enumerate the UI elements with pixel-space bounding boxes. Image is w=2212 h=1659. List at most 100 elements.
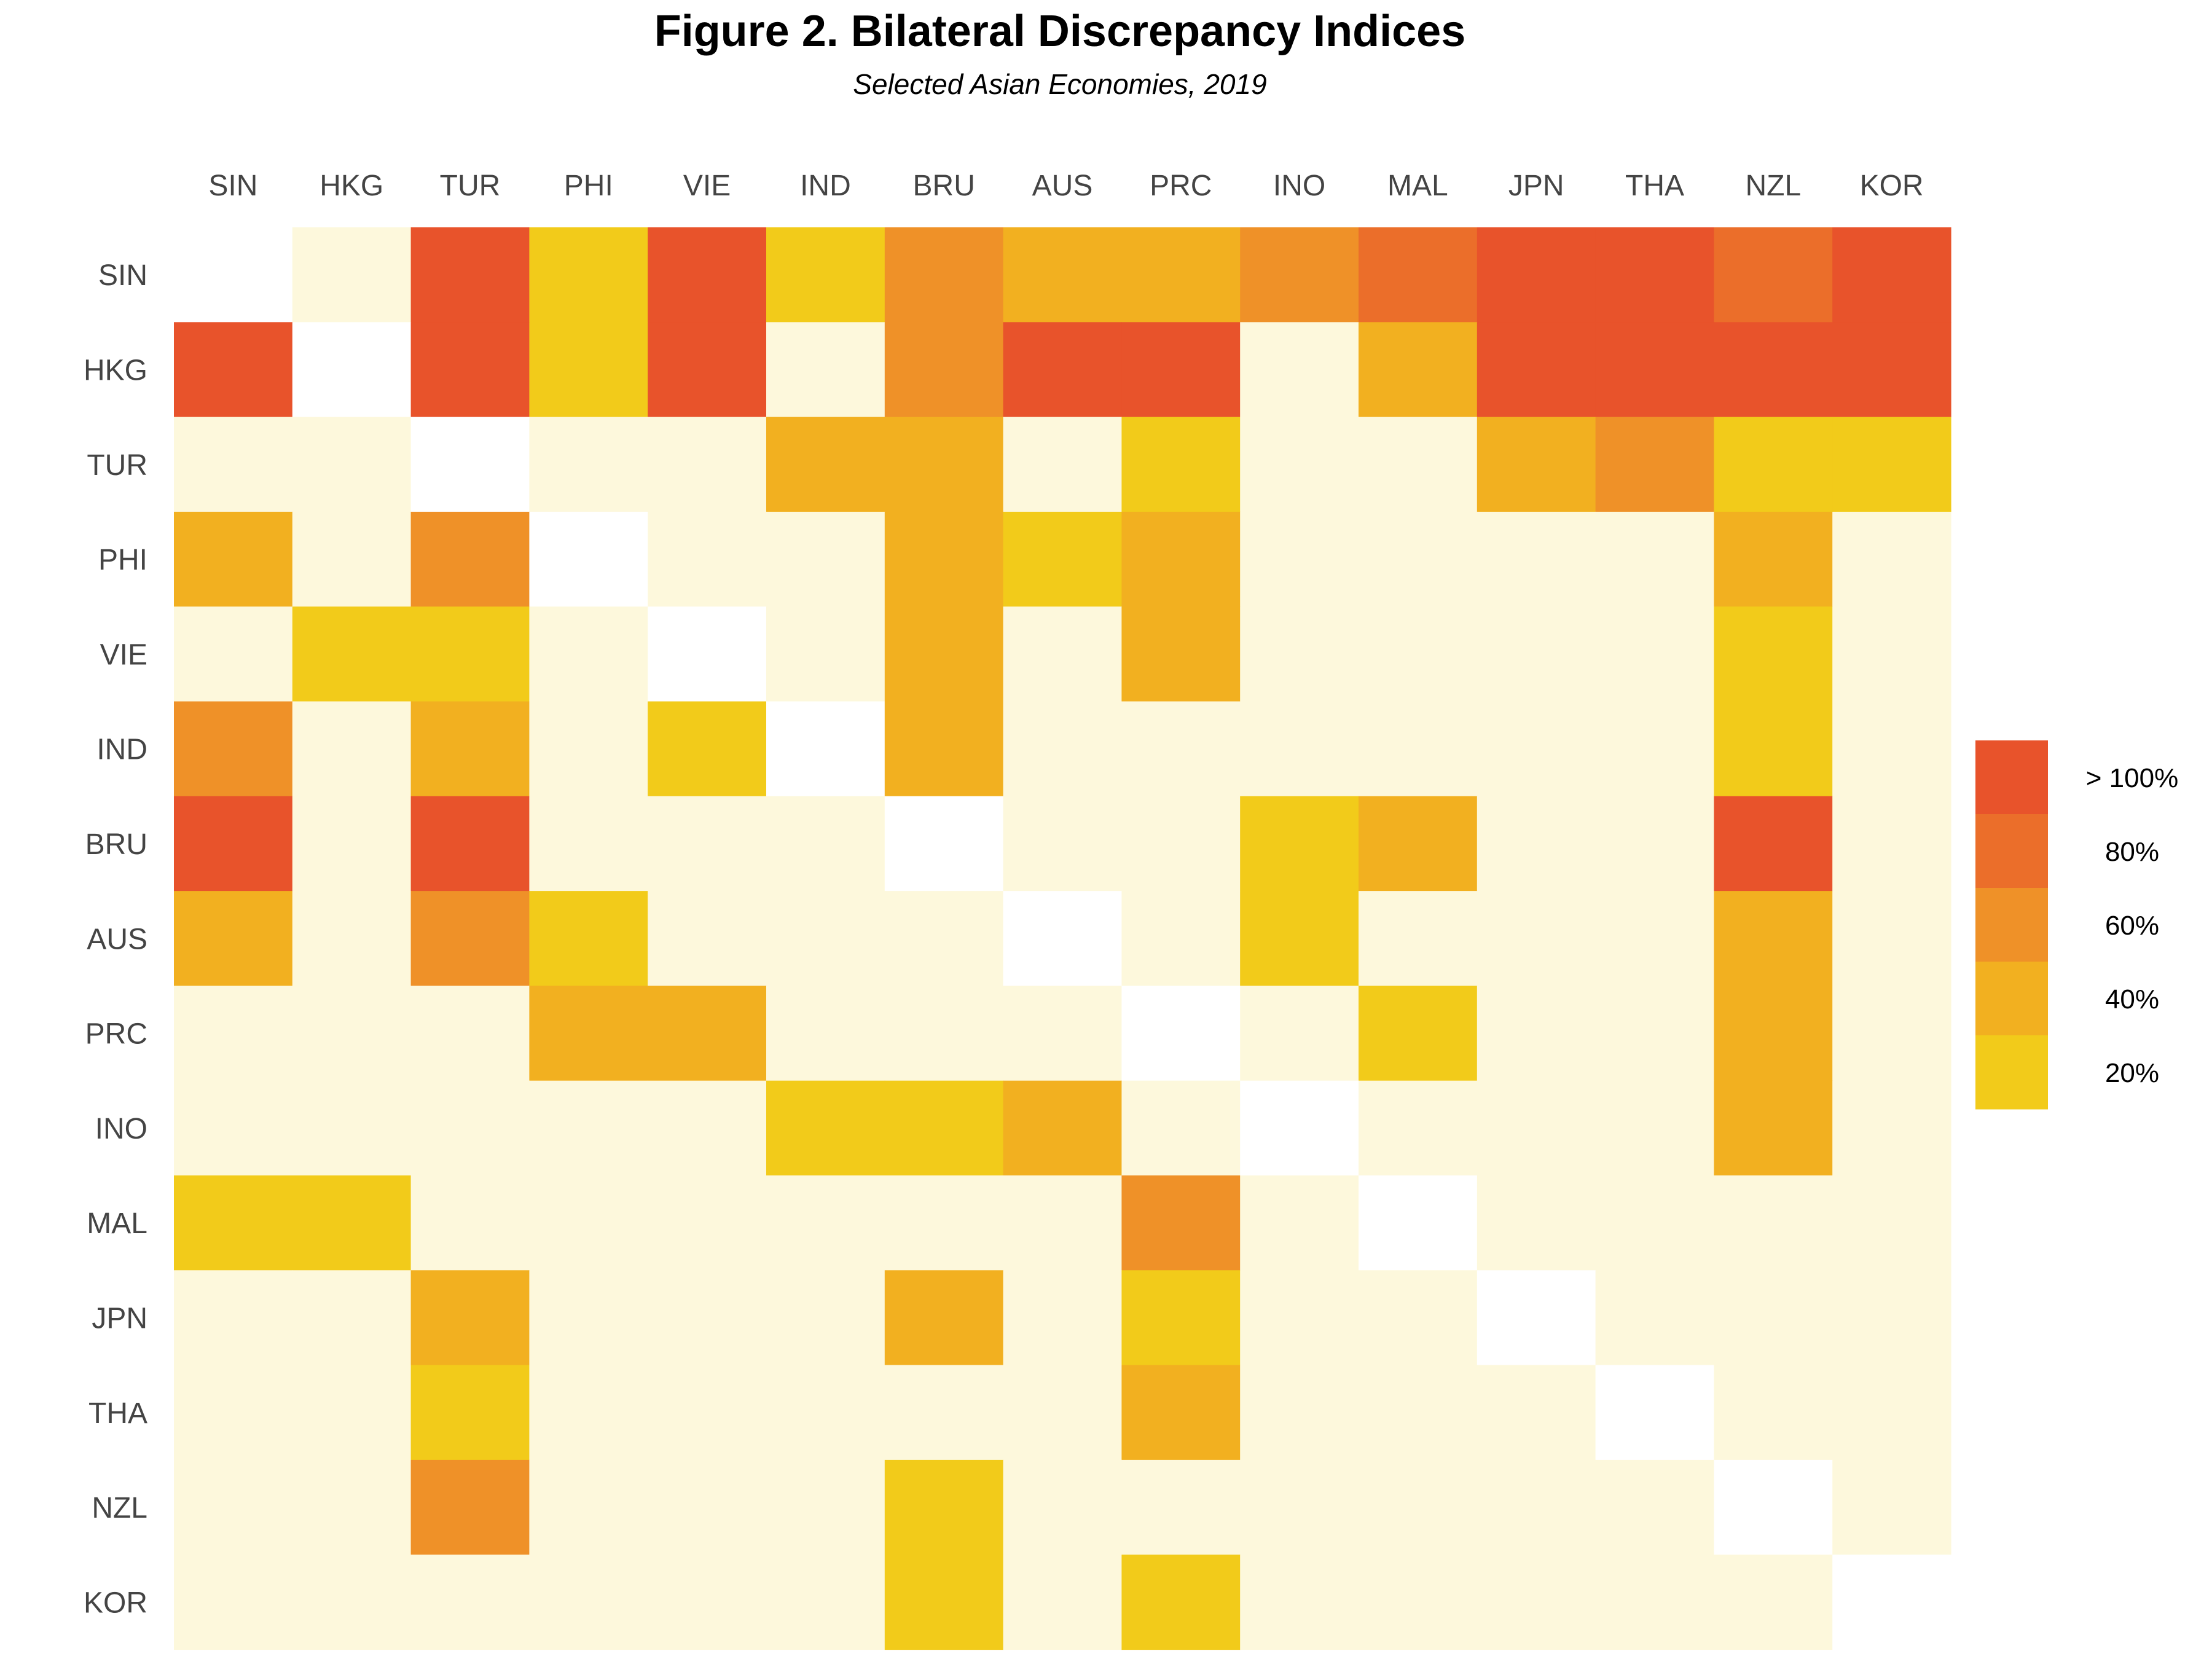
heatmap-cell-ind-ino (1240, 701, 1359, 797)
heatmap-cell-aus-vie (648, 891, 767, 986)
heatmap-cell-vie-jpn (1477, 606, 1596, 702)
heatmap-cell-bru-mal (1359, 796, 1478, 892)
legend: > 100% 80% 60% 40% 20% (1975, 740, 2178, 1110)
column-label: INO (1273, 170, 1325, 202)
heatmap-cell-kor-jpn (1477, 1555, 1596, 1650)
column-label: JPN (1508, 170, 1564, 202)
column-label: THA (1625, 170, 1684, 202)
heatmap-cell-hkg-aus (1003, 322, 1122, 418)
heatmap-cell-aus-mal (1359, 891, 1478, 986)
heatmap-cell-mal-jpn (1477, 1175, 1596, 1271)
heatmap-cell-nzl-vie (648, 1459, 767, 1555)
heatmap-cell-tur-prc (1121, 417, 1241, 512)
heatmap-cell-hkg-tur (410, 322, 530, 418)
heatmap-cell-tur-mal (1359, 417, 1478, 512)
heatmap-cell-ind-vie (648, 701, 767, 797)
heatmap-cell-prc-tur (410, 986, 530, 1081)
heatmap-cell-tur-vie (648, 417, 767, 512)
heatmap-cell-hkg-sin (174, 322, 293, 418)
heatmap-cell-phi-hkg (292, 511, 412, 607)
heatmap-cell-bru-tur (410, 796, 530, 892)
row-label: IND (96, 734, 147, 766)
heatmap-cell-bru-tha (1595, 796, 1714, 892)
heatmap-cell-ind-bru (884, 701, 1004, 797)
heatmap-cells (174, 227, 1951, 1650)
heatmap-cell-phi-sin (174, 511, 293, 607)
heatmap-cell-phi-tha (1595, 511, 1714, 607)
heatmap-cell-prc-kor (1832, 986, 1951, 1081)
legend-swatch (1975, 1035, 2048, 1110)
heatmap-cell-aus-ino (1240, 891, 1359, 986)
heatmap-cell-hkg-kor (1832, 322, 1951, 418)
heatmap-cell-kor-nzl (1714, 1555, 1833, 1650)
heatmap-cell-bru-vie (648, 796, 767, 892)
heatmap-cell-ind-tur (410, 701, 530, 797)
row-label: HKG (84, 354, 147, 386)
heatmap-cell-nzl-ind (766, 1459, 885, 1555)
heatmap-cell-hkg-jpn (1477, 322, 1596, 418)
heatmap-cell-prc-ino (1240, 986, 1359, 1081)
heatmap-cell-bru-bru (884, 796, 1004, 892)
heatmap-cell-mal-tha (1595, 1175, 1714, 1271)
heatmap-cell-hkg-bru (884, 322, 1004, 418)
heatmap-cell-tha-sin (174, 1365, 293, 1461)
row-label: BRU (85, 828, 147, 861)
heatmap-cell-bru-nzl (1714, 796, 1833, 892)
column-label: IND (800, 170, 851, 202)
heatmap-cell-aus-tha (1595, 891, 1714, 986)
heatmap-cell-jpn-jpn (1477, 1270, 1596, 1366)
heatmap-cell-nzl-aus (1003, 1459, 1122, 1555)
heatmap-cell-sin-hkg (292, 227, 412, 323)
heatmap-cell-bru-prc (1121, 796, 1241, 892)
heatmap-cell-ino-nzl (1714, 1080, 1833, 1176)
heatmap-cell-ind-kor (1832, 701, 1951, 797)
heatmap-cell-sin-bru (884, 227, 1004, 323)
heatmap-cell-tha-vie (648, 1365, 767, 1461)
heatmap-cell-prc-mal (1359, 986, 1478, 1081)
heatmap-cell-nzl-hkg (292, 1459, 412, 1555)
heatmap-cell-tha-ind (766, 1365, 885, 1461)
heatmap-cell-vie-prc (1121, 606, 1241, 702)
heatmap-cell-tha-hkg (292, 1365, 412, 1461)
heatmap-cell-hkg-hkg (292, 322, 412, 418)
column-label: KOR (1860, 170, 1924, 202)
heatmap-cell-hkg-tha (1595, 322, 1714, 418)
heatmap-cell-nzl-prc (1121, 1459, 1241, 1555)
heatmap-cell-aus-hkg (292, 891, 412, 986)
heatmap-cell-tur-bru (884, 417, 1004, 512)
heatmap-cell-mal-prc (1121, 1175, 1241, 1271)
column-label: PRC (1150, 170, 1212, 202)
heatmap-cell-bru-kor (1832, 796, 1951, 892)
heatmap-cell-jpn-nzl (1714, 1270, 1833, 1366)
heatmap-cell-ino-aus (1003, 1080, 1122, 1176)
heatmap-cell-ino-tha (1595, 1080, 1714, 1176)
heatmap-cell-kor-mal (1359, 1555, 1478, 1650)
heatmap-cell-prc-tha (1595, 986, 1714, 1081)
heatmap-cell-kor-kor (1832, 1555, 1951, 1650)
heatmap-cell-tha-mal (1359, 1365, 1478, 1461)
legend-swatch (1975, 962, 2048, 1036)
row-label: INO (95, 1113, 147, 1145)
heatmap-cell-jpn-hkg (292, 1270, 412, 1366)
heatmap-cell-hkg-ino (1240, 322, 1359, 418)
heatmap-cell-ino-vie (648, 1080, 767, 1176)
heatmap-cell-prc-hkg (292, 986, 412, 1081)
heatmap-cell-sin-tha (1595, 227, 1714, 323)
column-label: TUR (440, 170, 501, 202)
heatmap-cell-phi-bru (884, 511, 1004, 607)
column-label: MAL (1387, 170, 1448, 202)
heatmap-cell-tha-aus (1003, 1365, 1122, 1461)
column-label: HKG (320, 170, 383, 202)
heatmap-cell-kor-phi (529, 1555, 648, 1650)
heatmap-cell-hkg-phi (529, 322, 648, 418)
heatmap-cell-sin-nzl (1714, 227, 1833, 323)
heatmap-cell-jpn-sin (174, 1270, 293, 1366)
heatmap-cell-prc-sin (174, 986, 293, 1081)
row-label: NZL (92, 1492, 147, 1524)
heatmap-cell-mal-sin (174, 1175, 293, 1271)
heatmap-cell-ind-aus (1003, 701, 1122, 797)
heatmap-cell-phi-tur (410, 511, 530, 607)
legend-swatch (1975, 740, 2048, 815)
heatmap-cell-aus-phi (529, 891, 648, 986)
heatmap-cell-sin-ino (1240, 227, 1359, 323)
